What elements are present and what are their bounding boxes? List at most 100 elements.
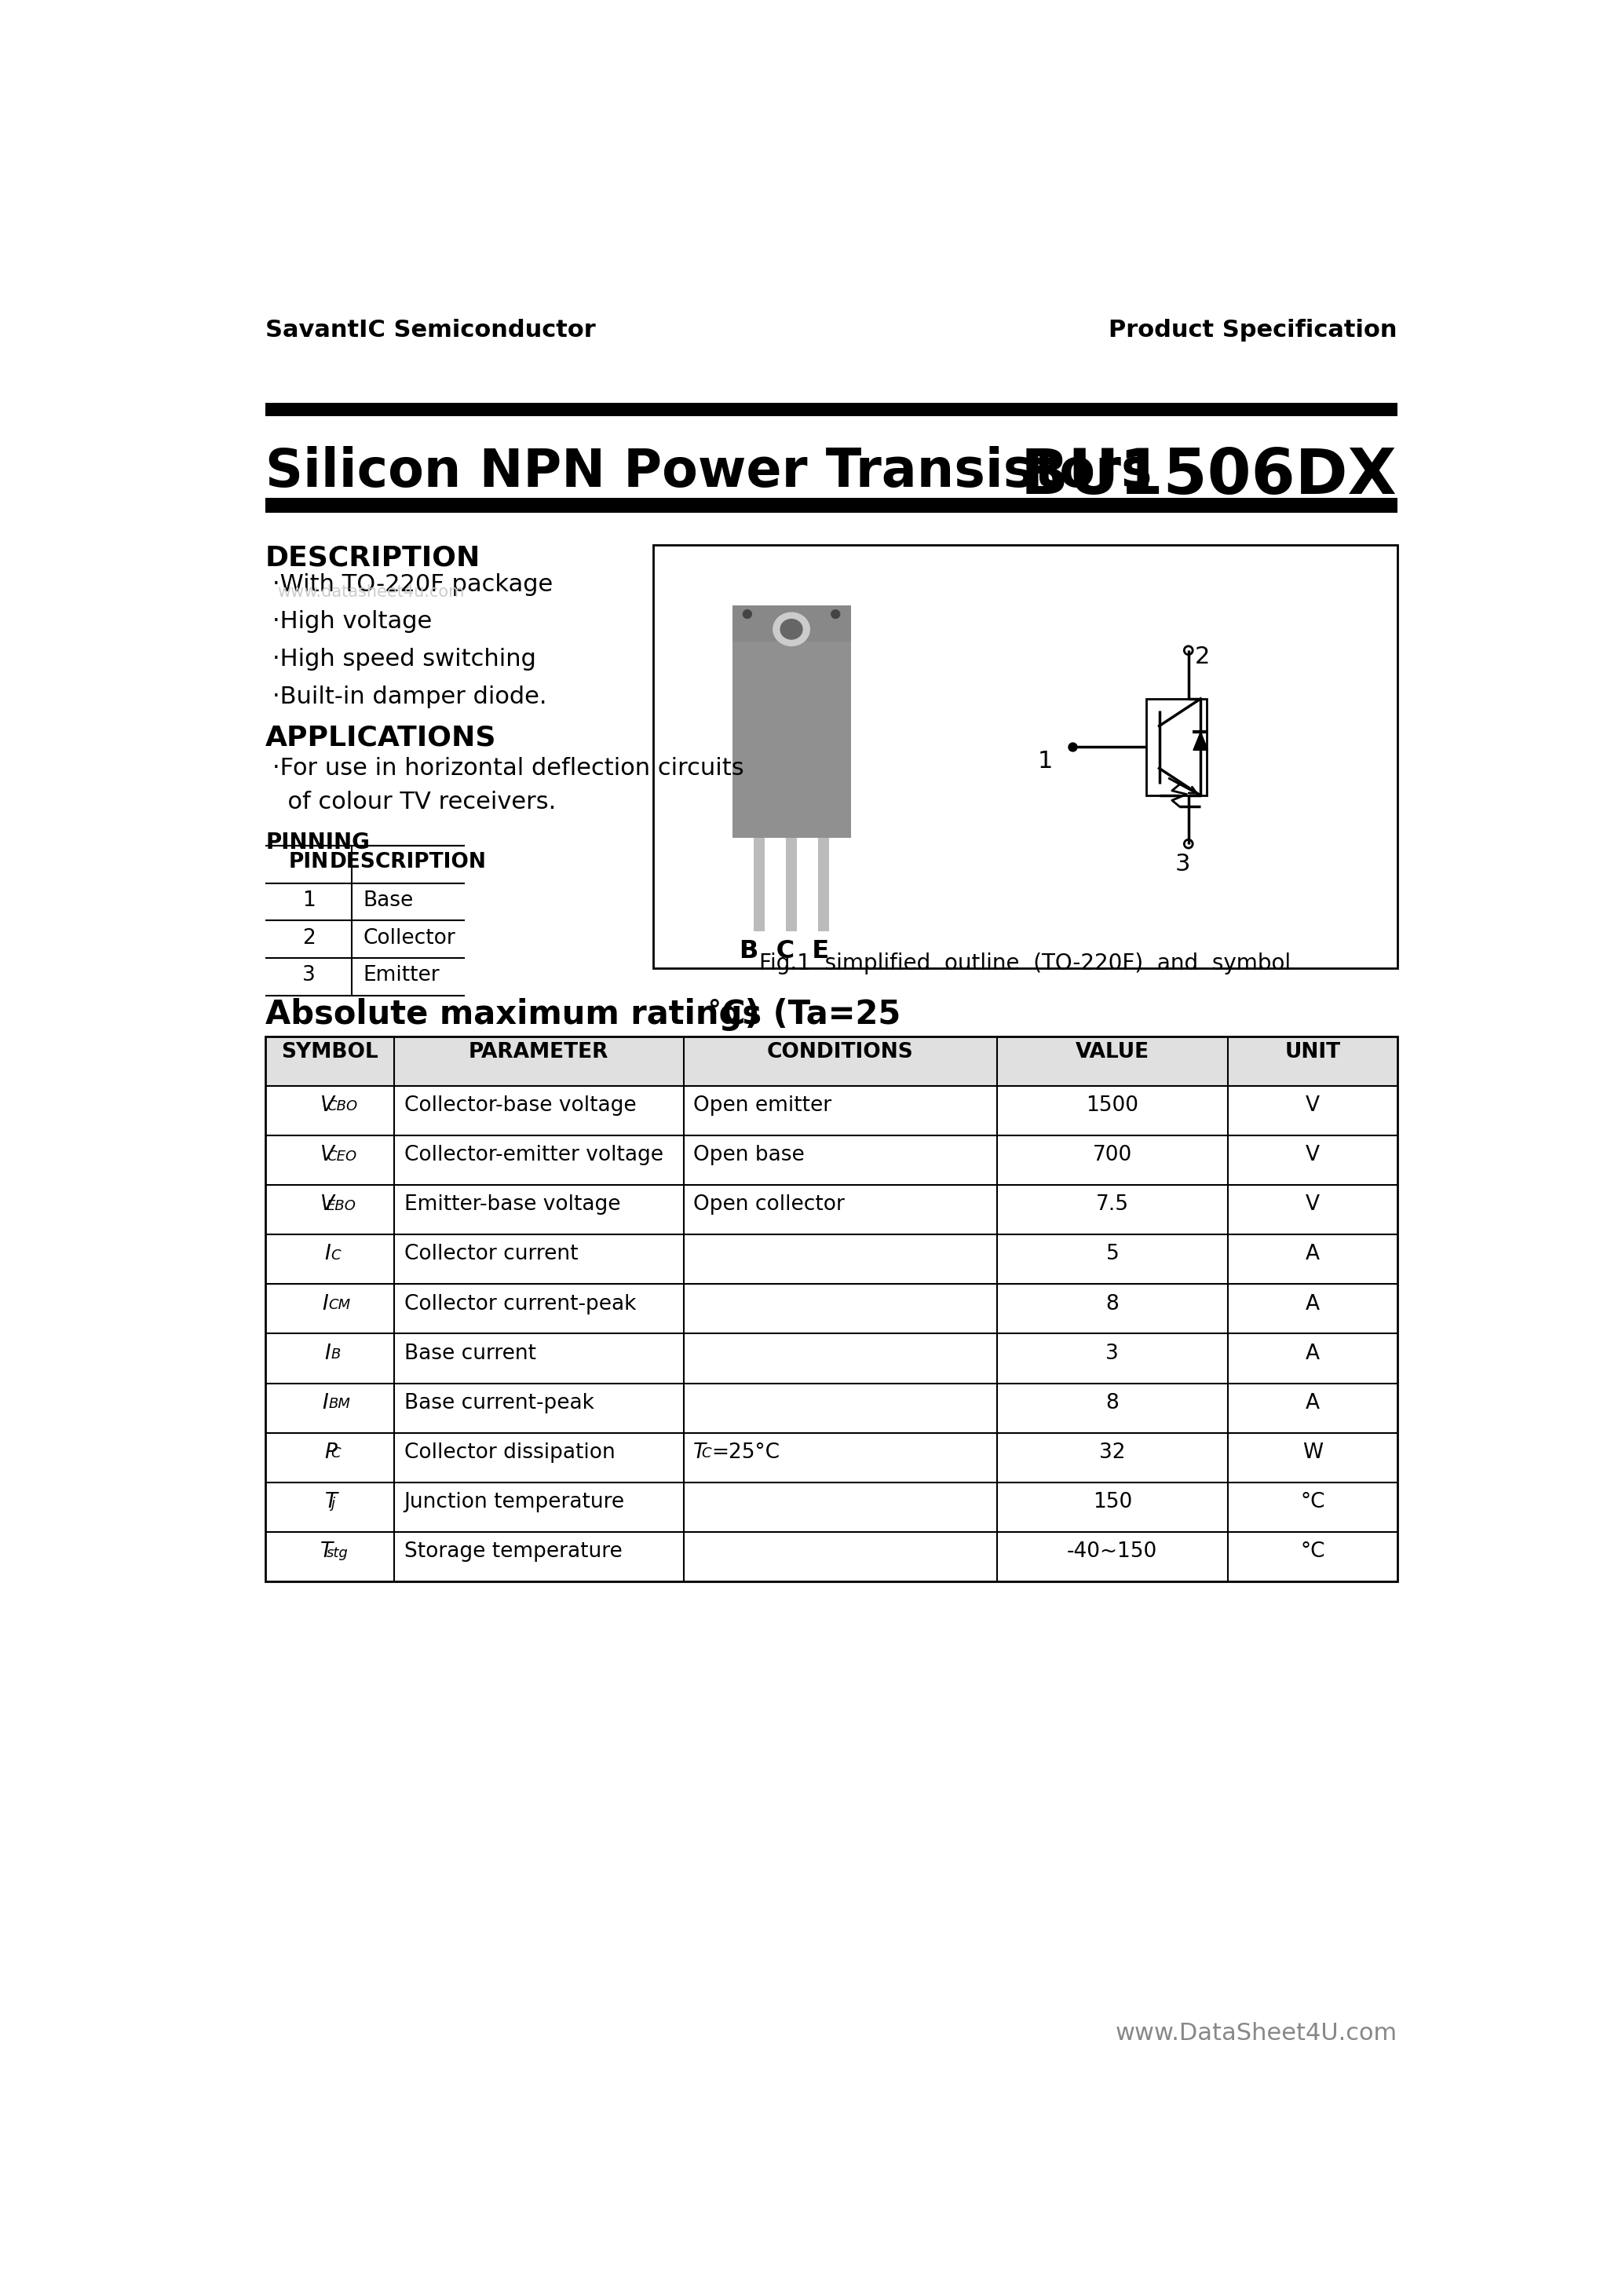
Text: A: A: [1306, 1343, 1320, 1364]
Text: 1500: 1500: [1087, 1095, 1139, 1116]
Text: 5: 5: [1106, 1244, 1119, 1265]
Ellipse shape: [832, 611, 840, 618]
Text: °: °: [707, 999, 720, 1024]
Text: 32: 32: [1100, 1442, 1126, 1463]
Text: I: I: [324, 1244, 331, 1265]
Text: Collector: Collector: [363, 928, 456, 948]
Text: C: C: [331, 1249, 341, 1263]
Text: DESCRIPTION: DESCRIPTION: [329, 852, 487, 872]
Text: I: I: [323, 1293, 329, 1313]
Text: Absolute maximum ratings (Ta=25: Absolute maximum ratings (Ta=25: [266, 999, 912, 1031]
Text: T: T: [324, 1492, 337, 1513]
Text: www.DataSheet4U.com: www.DataSheet4U.com: [1116, 2023, 1397, 2043]
Text: Open base: Open base: [693, 1146, 805, 1166]
Text: 7.5: 7.5: [1096, 1194, 1129, 1215]
Ellipse shape: [774, 613, 809, 645]
Text: 3: 3: [1106, 1343, 1119, 1364]
Text: 1: 1: [302, 891, 315, 912]
Text: CEO: CEO: [326, 1150, 357, 1164]
Text: APPLICATIONS: APPLICATIONS: [266, 723, 496, 751]
Text: CBO: CBO: [326, 1100, 357, 1114]
Text: ·For use in horizontal deflection circuits: ·For use in horizontal deflection circui…: [272, 758, 744, 781]
Text: www.datasheet4u.com: www.datasheet4u.com: [277, 583, 466, 599]
Text: PIN: PIN: [289, 852, 329, 872]
Text: Base current: Base current: [404, 1343, 535, 1364]
Bar: [754, 838, 766, 932]
Text: CONDITIONS: CONDITIONS: [767, 1042, 913, 1063]
Text: Collector current: Collector current: [404, 1244, 577, 1265]
Bar: [266, 498, 1397, 512]
Text: P: P: [324, 1442, 337, 1463]
Text: PARAMETER: PARAMETER: [469, 1042, 608, 1063]
Ellipse shape: [743, 611, 751, 618]
Text: 2: 2: [1194, 645, 1210, 668]
Text: V: V: [320, 1146, 334, 1166]
Bar: [1145, 698, 1207, 794]
Text: 2: 2: [302, 928, 315, 948]
Text: CM: CM: [329, 1297, 350, 1311]
Text: C): C): [722, 999, 761, 1031]
Text: V: V: [320, 1194, 334, 1215]
Text: V: V: [1306, 1095, 1320, 1116]
Text: PINNING: PINNING: [266, 831, 370, 854]
Text: ·High voltage: ·High voltage: [272, 611, 433, 634]
Text: BM: BM: [329, 1396, 350, 1412]
Text: 700: 700: [1093, 1146, 1132, 1166]
Text: SYMBOL: SYMBOL: [281, 1042, 378, 1063]
Text: Open emitter: Open emitter: [693, 1095, 832, 1116]
Text: Open collector: Open collector: [693, 1194, 845, 1215]
Text: Collector-base voltage: Collector-base voltage: [404, 1095, 636, 1116]
Bar: [732, 606, 852, 641]
Text: Fig.1  simplified  outline  (TO-220F)  and  symbol: Fig.1 simplified outline (TO-220F) and s…: [759, 953, 1291, 976]
Bar: [732, 641, 852, 838]
Text: T: T: [693, 1442, 706, 1463]
Text: Collector-emitter voltage: Collector-emitter voltage: [404, 1146, 663, 1166]
Text: W: W: [1302, 1442, 1324, 1463]
Text: SavantIC Semiconductor: SavantIC Semiconductor: [266, 319, 595, 342]
Text: Emitter: Emitter: [363, 964, 440, 985]
Text: VALUE: VALUE: [1075, 1042, 1150, 1063]
Text: A: A: [1306, 1394, 1320, 1414]
Text: BU1506DX: BU1506DX: [1020, 445, 1397, 507]
Polygon shape: [1194, 732, 1208, 751]
Text: of colour TV receivers.: of colour TV receivers.: [272, 790, 556, 813]
Text: V: V: [320, 1095, 334, 1116]
Text: DESCRIPTION: DESCRIPTION: [266, 544, 480, 572]
Text: Base: Base: [363, 891, 414, 912]
Text: j: j: [331, 1497, 334, 1511]
Text: B  C  E: B C E: [740, 939, 829, 964]
Text: 8: 8: [1106, 1293, 1119, 1313]
Text: C: C: [702, 1446, 712, 1460]
Text: 3: 3: [1174, 852, 1191, 875]
Text: UNIT: UNIT: [1285, 1042, 1340, 1063]
Text: V: V: [1306, 1146, 1320, 1166]
Text: A: A: [1306, 1293, 1320, 1313]
Text: B: B: [331, 1348, 341, 1362]
Text: °C: °C: [1301, 1492, 1325, 1513]
Ellipse shape: [1067, 742, 1077, 753]
Text: Junction temperature: Junction temperature: [404, 1492, 624, 1513]
Bar: [266, 402, 1397, 416]
Text: =25°C: =25°C: [712, 1442, 780, 1463]
Text: I: I: [323, 1394, 329, 1414]
Ellipse shape: [780, 620, 803, 638]
Text: 3: 3: [302, 964, 315, 985]
Text: Base current-peak: Base current-peak: [404, 1394, 594, 1414]
Text: I: I: [324, 1343, 331, 1364]
Text: C: C: [331, 1446, 341, 1460]
Bar: [266, 1035, 1397, 1582]
Text: V: V: [1306, 1194, 1320, 1215]
Text: A: A: [1306, 1244, 1320, 1265]
Text: 1: 1: [1038, 751, 1053, 774]
Text: T: T: [320, 1541, 333, 1561]
Text: °C: °C: [1301, 1541, 1325, 1561]
Bar: [785, 838, 796, 932]
Text: 8: 8: [1106, 1394, 1119, 1414]
Text: Silicon NPN Power Transistors: Silicon NPN Power Transistors: [266, 445, 1152, 498]
Bar: [654, 544, 1397, 969]
Text: Product Specification: Product Specification: [1108, 319, 1397, 342]
Text: ·With TO-220F package: ·With TO-220F package: [272, 574, 553, 595]
Text: ·Built-in damper diode.: ·Built-in damper diode.: [272, 687, 547, 707]
Bar: [266, 1035, 1397, 1086]
Text: -40~150: -40~150: [1067, 1541, 1158, 1561]
